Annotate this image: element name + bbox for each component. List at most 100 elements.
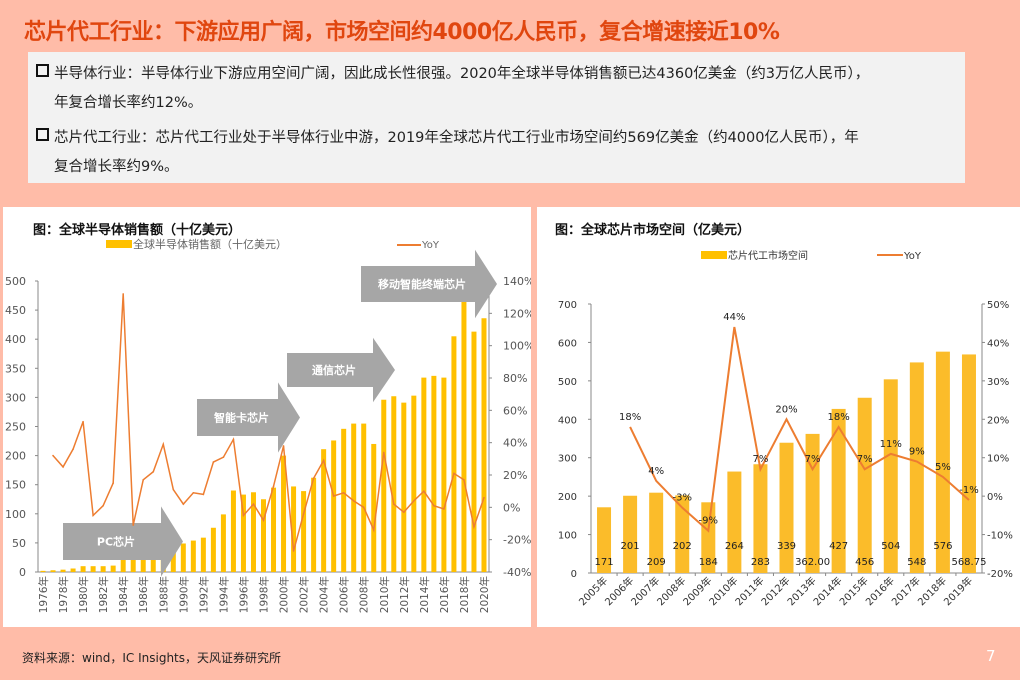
bar-data-label: 283 [751,557,770,568]
bar-2010年 [381,399,387,572]
yoy-point-2002年 [302,513,305,515]
yoy-point-1978年 [62,466,64,468]
y-tick-label-right: 50% [987,300,1009,311]
y-tick-label-right: 0% [987,492,1003,503]
bar-2006年 [623,495,638,573]
bar-2015年 [857,397,872,573]
legend-label-bar: 芯片代工市场空间 [728,249,808,262]
summary-box: 半导体行业：半导体行业下游应用空间广阔，因此成长性很强。2020年全球半导体销售… [28,52,965,183]
bar-2016年 [441,377,447,572]
bar-data-label: 184 [699,557,718,568]
yoy-data-label: 18% [619,412,641,423]
bar-1999年 [271,487,277,572]
yoy-data-label: 4% [648,466,664,477]
x-tick-label: 2008年 [358,576,371,613]
bar-1987年 [150,553,156,572]
bar-2002年 [301,491,307,572]
yoy-point-2005年 [332,495,335,497]
bar-2015年 [431,375,437,572]
page-number: 7 [986,647,996,665]
bar-2004年 [321,449,327,572]
yoy-point-1985年 [132,524,135,526]
bar-1990年 [180,543,186,572]
yoy-point-1979年 [72,448,74,450]
x-tick-label: 2004年 [318,576,331,613]
yoy-point-2013年 [413,500,415,502]
chart-semiconductor-sales: 全球半导体销售额（十亿美元） YoY 0 50 100 150 200 250 300 350 40… [5,237,534,613]
x-tick-label: 1990年 [177,576,190,613]
yoy-point-1986年 [142,479,145,481]
stage-arrow [63,506,183,577]
bar-2005年 [331,440,337,572]
y-tick-label-left: 350 [5,362,26,375]
yoy-point-2008年 [362,506,365,509]
yoy-point-2015年 [433,504,435,507]
bar-1995年 [230,490,236,572]
y-tick-label-left: 100 [5,508,26,521]
bar-2016年 [883,379,898,573]
yoy-point-2000年 [282,445,285,447]
yoy-point-2006年 [342,491,345,494]
bar-1991年 [190,540,196,572]
x-tick-label: 2018年 [458,576,471,613]
y-tick-label-left: 0 [571,569,577,580]
yoy-point-1995年 [232,438,235,441]
bullet-semiconductor: 半导体行业：半导体行业下游应用空间广阔，因此成长性很强。2020年全球半导体销售… [36,60,956,118]
bar-2001年 [291,486,297,572]
bar-1982年 [100,566,106,572]
y-tick-label-left: 500 [558,377,577,388]
x-tick-label: 1978年 [57,576,70,613]
bar-2018年 [461,297,467,572]
chart-title: 图：全球芯片市场空间（亿美元） [555,223,751,238]
yoy-data-label: 9% [909,447,925,458]
bar-1996年 [240,494,246,572]
bar-2014年 [421,377,427,572]
y-tick-label-right: 20% [503,469,527,482]
x-tick-label: 1988年 [157,576,170,613]
yoy-data-label: 5% [935,462,951,473]
yoy-point-2012年 [403,511,405,513]
bullet-text: 半导体行业：半导体行业下游应用空间广阔，因此成长性很强。2020年全球半导体销售… [54,66,870,82]
bar-2013年 [805,433,820,573]
legend-label-line: YoY [903,251,922,262]
stage-arrow [197,382,300,453]
y-tick-label-left: 450 [5,304,26,317]
yoy-point-2009年 [372,529,375,531]
y-tick-label-right: 60% [503,404,527,417]
yoy-data-label: 20% [775,404,797,415]
yoy-point-2014年 [423,490,425,492]
y-tick-label-right: -10% [987,531,1013,542]
bar-1989年 [170,546,176,572]
bar-2009年 [701,502,716,573]
stage-arrow [361,249,497,319]
bar-data-label: 427 [829,541,848,552]
y-tick-label-right: 80% [503,372,527,385]
bar-2008年 [675,495,690,573]
y-tick-label-right: 10% [987,454,1009,465]
yoy-point-1992年 [202,493,205,496]
bar-2006年 [341,428,347,572]
bar-1984年 [120,557,126,572]
y-tick-label-left: 150 [5,479,26,492]
chart-foundry-market: 芯片代工市场空间 YoY 0 100 200 300 400 500 600 700 -20% -10… [558,249,1013,608]
bullet-text: 复合增长率约9%。 [54,159,179,175]
bar-2019年 [961,354,976,573]
x-tick-label: 2010年 [378,576,391,613]
chart-panel-foundry-market: 图：全球芯片市场空间（亿美元） 芯片代工市场空间 YoY 0 100 200 300 400… [537,207,1020,627]
yoy-point-2007年 [352,500,355,502]
yoy-data-label: -1% [959,485,978,496]
yoy-point-1999年 [272,485,275,488]
yoy-point-2020年 [483,496,485,499]
x-tick-label: 2002年 [298,576,311,613]
bar-2008年 [361,423,367,572]
y-tick-label-left: 300 [5,391,26,404]
yoy-data-label: 7% [752,454,768,465]
bar-1992年 [200,537,206,572]
chart-panel-semiconductor-sales: 图：全球半导体销售额（十亿美元） 全球半导体销售额（十亿美元） YoY 0 50 100… [3,207,534,627]
yoy-point-2016年 [443,508,445,510]
bar-2020年 [481,318,487,572]
bar-1977年 [50,570,56,572]
bar-2007年 [649,492,664,573]
legend-label-bar: 全球半导体销售额（十亿美元） [133,237,287,251]
yoy-point-1977年 [52,454,54,457]
